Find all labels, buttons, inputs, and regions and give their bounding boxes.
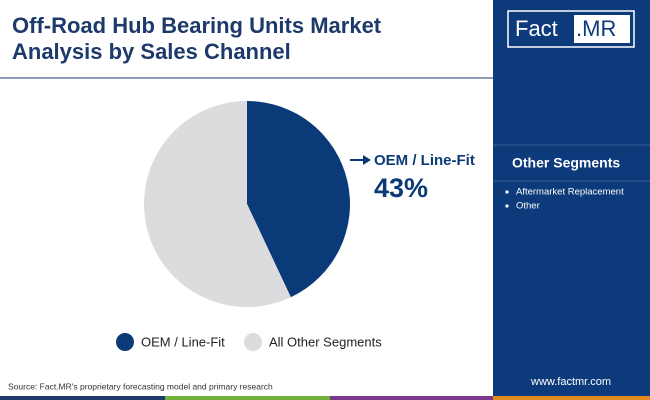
logo-text: .MR xyxy=(576,16,616,41)
title-line: Off-Road Hub Bearing Units Market xyxy=(12,13,382,38)
website: www.factmr.com xyxy=(530,376,611,388)
legend-label: OEM / Line-Fit xyxy=(141,334,225,349)
callout-value: 43% xyxy=(374,173,428,203)
logo-frame xyxy=(507,10,635,48)
pie-slice xyxy=(144,100,291,307)
pie-slice xyxy=(247,101,350,298)
source: Source: Fact.MR's proprietary forecastin… xyxy=(8,381,273,391)
bullet xyxy=(505,204,509,208)
callout-label: OEM / Line-Fit xyxy=(374,152,475,169)
sidebar xyxy=(493,0,650,400)
footer-strip xyxy=(493,396,650,400)
legend-swatch xyxy=(116,333,134,351)
legend-swatch xyxy=(244,333,262,351)
legend-label: All Other Segments xyxy=(269,334,382,349)
sidebar-item: Other xyxy=(516,201,540,212)
sidebar-title: Other Segments xyxy=(512,155,620,171)
logo-box xyxy=(574,15,630,43)
callout-arrow-head xyxy=(363,155,371,165)
footer-strip xyxy=(0,396,165,400)
footer-strip xyxy=(165,396,330,400)
logo-text: Fact xyxy=(515,16,558,41)
footer-strip xyxy=(330,396,493,400)
sidebar-item: Aftermarket Replacement xyxy=(516,187,624,198)
bullet xyxy=(505,190,509,194)
title-line: Analysis by Sales Channel xyxy=(12,39,291,64)
